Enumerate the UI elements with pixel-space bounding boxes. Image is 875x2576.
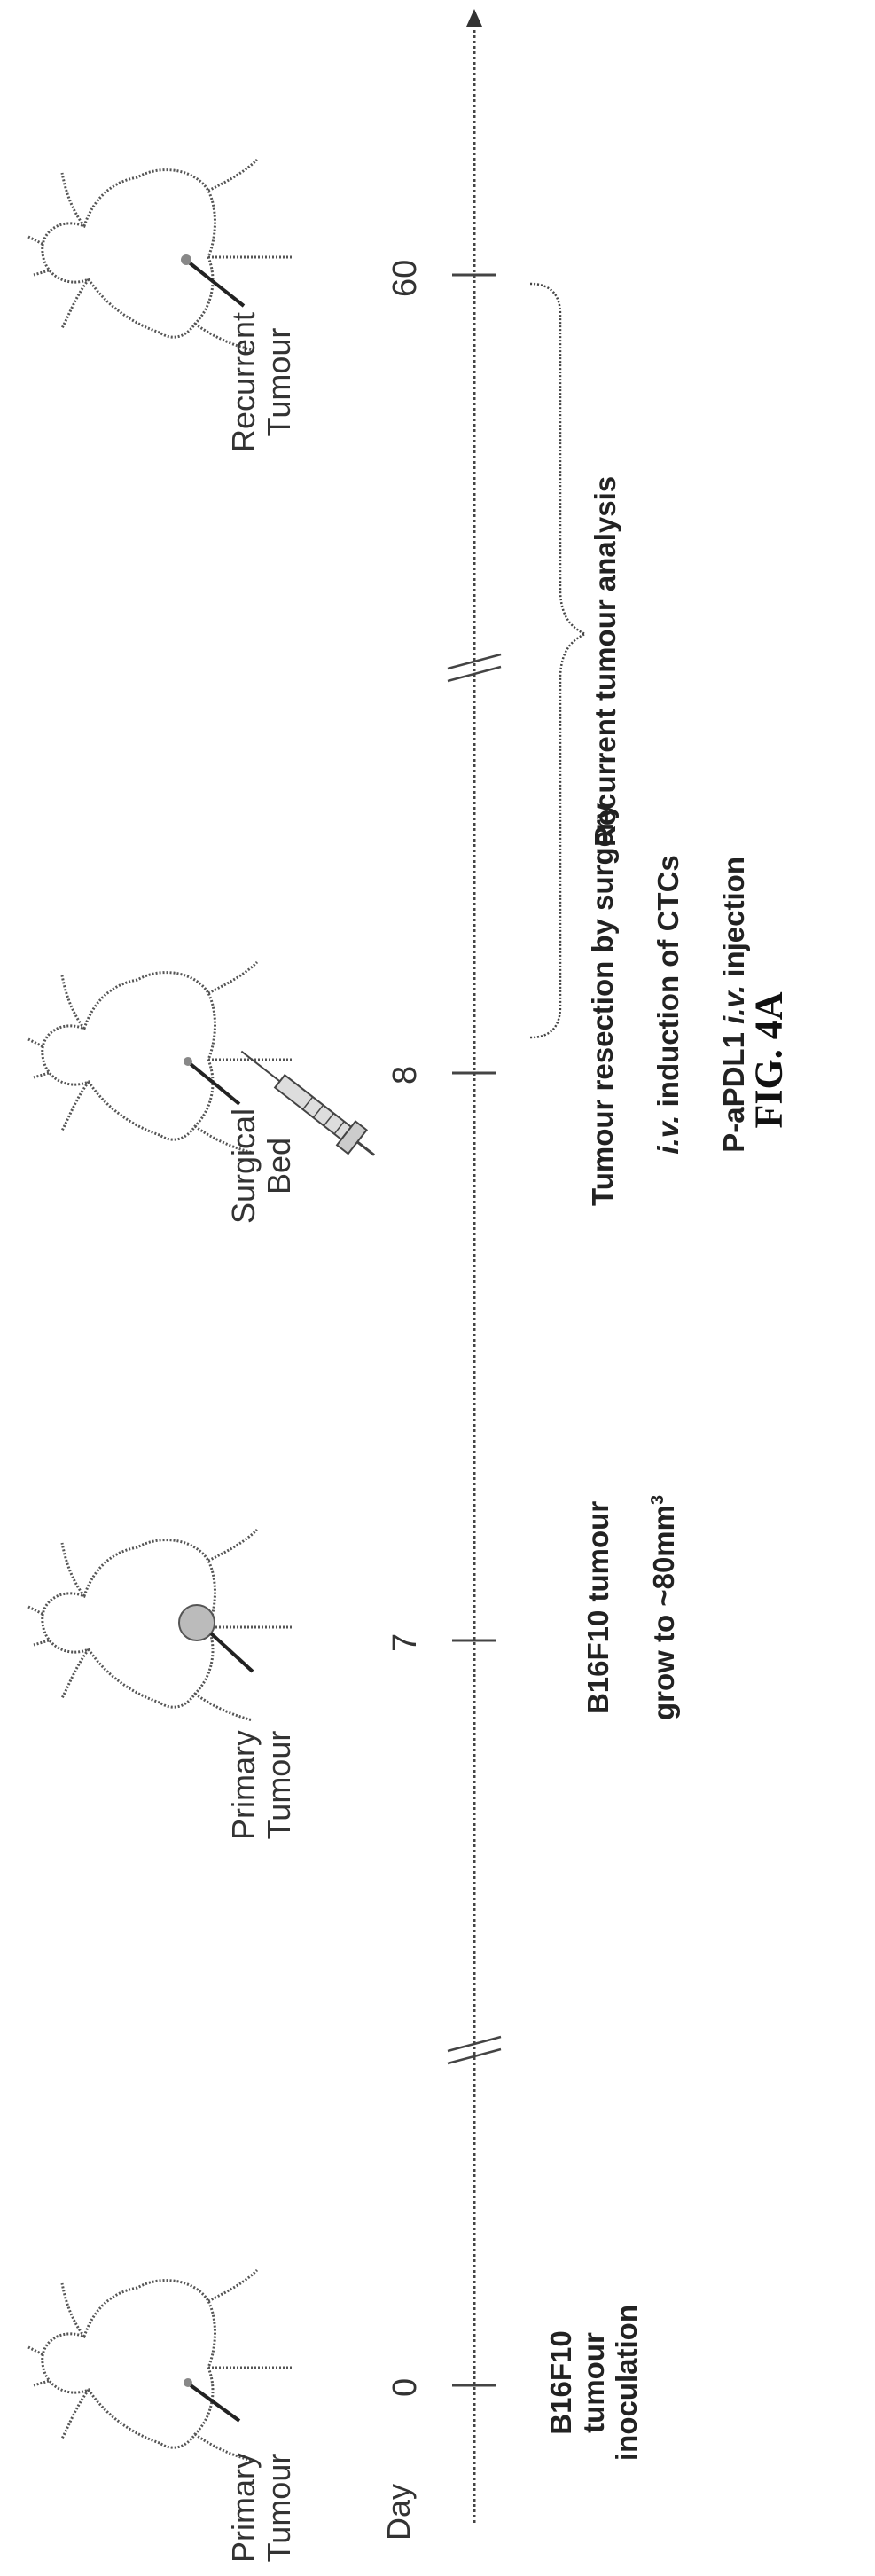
- event-resection-line2: induction of CTCs: [652, 855, 684, 1115]
- event-tumour-growth: B16F10 tumour grow to ~80mm3: [550, 1495, 714, 1769]
- event-tumour-growth-line1: B16F10 tumour: [582, 1501, 614, 1714]
- mouse-2-pointer: [211, 1633, 253, 1672]
- mouse-2-tumour: [179, 1605, 215, 1640]
- mouse-1-pointer: [191, 2385, 239, 2421]
- mouse-icon-2: [28, 1530, 293, 1720]
- figure-label: FIG. 4A: [746, 992, 792, 1129]
- event-recurrent-analysis: Recurrent tumour analysis: [590, 476, 622, 847]
- event-resection-line3-pre: P-aPDL1: [717, 1024, 750, 1153]
- event-resection-line1: Tumour resection by surgery: [586, 803, 619, 1206]
- tick-label-8: 8: [387, 1066, 425, 1084]
- tick-label-7: 7: [387, 1633, 425, 1652]
- tick-label-60: 60: [387, 260, 425, 297]
- axis-label-day: Day: [381, 2484, 417, 2541]
- event-resection-iv-2: i.v.: [717, 985, 750, 1024]
- event-tumour-growth-sup: 3: [648, 1495, 668, 1505]
- event-inoculation: B16F10 tumour inoculation: [545, 2305, 644, 2461]
- mouse-4-label: Recurrent Tumour: [226, 312, 298, 452]
- mouse-4-tumour-dot: [181, 254, 191, 265]
- mouse-icon-1: [28, 2270, 293, 2461]
- mouse-4-pointer: [188, 262, 244, 306]
- mouse-2-label: Primary Tumour: [226, 1730, 298, 1840]
- event-tumour-growth-line2: grow to ~80mm: [647, 1505, 680, 1720]
- tick-label-0: 0: [387, 2378, 425, 2397]
- mouse-3-scar: [184, 1057, 192, 1066]
- mouse-3-label: Surgical Bed: [226, 1108, 298, 1224]
- mouse-1-label: Primary Tumour: [226, 2453, 298, 2563]
- event-resection-line3: injection: [717, 857, 750, 985]
- event-resection-iv-1: i.v.: [652, 1116, 684, 1155]
- mouse-3-pointer: [191, 1064, 239, 1104]
- timeline-arrowhead: [466, 9, 482, 27]
- mouse-1-tumour-dot: [184, 2378, 192, 2387]
